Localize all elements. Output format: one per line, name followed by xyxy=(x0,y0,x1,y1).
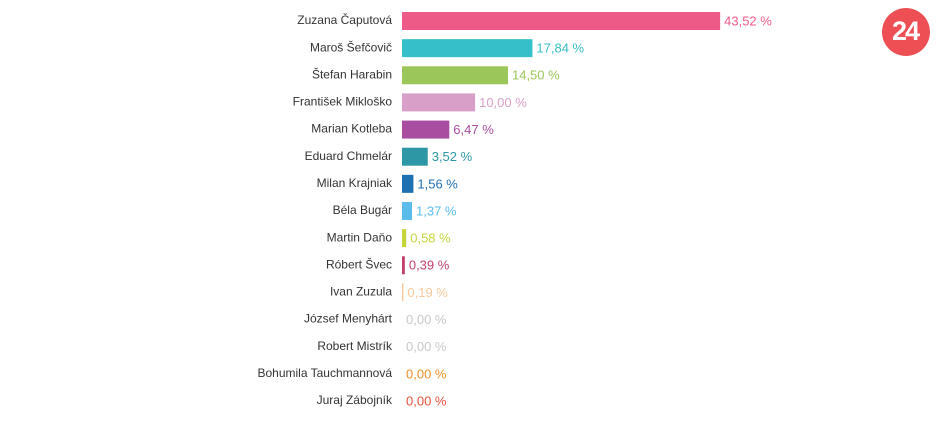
logo-badge xyxy=(882,8,930,56)
bar xyxy=(402,93,476,112)
bar xyxy=(402,256,405,275)
value-label: 17,84 % xyxy=(536,41,584,56)
category-label: Maroš Šefčovič xyxy=(310,39,392,54)
category-label: Béla Bugár xyxy=(333,203,392,217)
value-label: 0,39 % xyxy=(409,258,450,273)
bar xyxy=(402,174,414,193)
value-label: 0,00 % xyxy=(406,339,447,354)
category-label: József Menyhárt xyxy=(304,312,393,326)
value-label: 1,56 % xyxy=(417,176,458,191)
category-label: Milan Krajniak xyxy=(317,176,393,190)
category-label: Ivan Zuzula xyxy=(330,285,392,299)
category-label: Zuzana Čaputová xyxy=(297,12,392,27)
category-label: Bohumila Tauchmannová xyxy=(257,366,392,380)
value-label: 14,50 % xyxy=(512,68,560,83)
value-label: 0,00 % xyxy=(406,393,447,408)
value-label: 0,58 % xyxy=(410,231,451,246)
bar xyxy=(402,147,428,166)
bar xyxy=(402,39,533,58)
category-label: František Mikloško xyxy=(293,95,393,109)
value-label: 0,00 % xyxy=(406,312,447,327)
bar xyxy=(402,66,508,85)
logo: 24 xyxy=(892,16,920,46)
value-label: 3,52 % xyxy=(432,149,473,164)
category-label: Robert Mistrík xyxy=(317,339,393,353)
bar xyxy=(402,283,404,302)
bar xyxy=(402,229,407,248)
bar xyxy=(402,201,413,220)
value-label: 6,47 % xyxy=(453,122,494,137)
category-label: Martin Daňo xyxy=(327,230,393,244)
category-label: Róbert Švec xyxy=(326,256,392,271)
bar xyxy=(402,12,721,30)
category-label: Štefan Harabin xyxy=(312,66,392,81)
bar xyxy=(402,120,450,139)
value-label: 0,00 % xyxy=(406,366,447,381)
value-label: 1,37 % xyxy=(416,203,457,218)
category-label: Juraj Zábojník xyxy=(317,393,393,407)
value-label: 10,00 % xyxy=(479,95,527,110)
value-label: 0,19 % xyxy=(407,285,448,300)
category-label: Marian Kotleba xyxy=(311,122,392,136)
value-label: 43,52 % xyxy=(724,13,772,28)
category-label: Eduard Chmelár xyxy=(305,149,392,163)
